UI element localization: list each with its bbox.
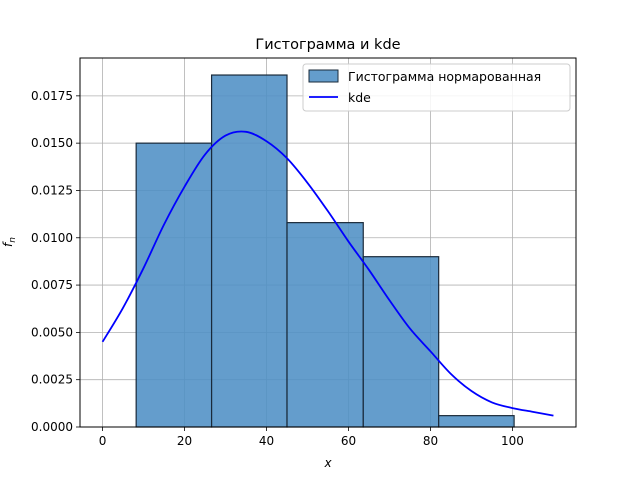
- x-tick-label: 0: [99, 434, 107, 448]
- histogram-bar: [135, 142, 213, 428]
- plot-frame: [79, 57, 577, 428]
- legend-kde-label: kde: [348, 90, 371, 105]
- legend-histogram-swatch: [308, 69, 339, 83]
- y-axis-label-subscript: n: [8, 237, 18, 243]
- histogram-bars: [135, 74, 515, 428]
- x-tick-label: 20: [177, 434, 192, 448]
- x-axis-ticks: 0 20 40 60 80 100: [99, 427, 524, 448]
- y-tick-label: 0.0150: [31, 136, 73, 150]
- y-tick-label: 0.0125: [31, 183, 73, 197]
- x-axis-label: x: [323, 456, 332, 470]
- chart-title: Гистограмма и kde: [255, 37, 400, 53]
- kde-line-group: [101, 130, 554, 417]
- y-axis-label-main: f: [1, 241, 15, 247]
- y-tick-label: 0.0075: [31, 278, 73, 292]
- legend: Гистограмма нормарованная kde: [302, 63, 571, 112]
- y-tick-label: 0.0025: [31, 373, 73, 387]
- y-tick-label: 0.0100: [31, 231, 73, 245]
- histogram-bar: [286, 222, 364, 428]
- kde-line: [101, 130, 554, 417]
- y-tick-label: 0.0000: [31, 420, 73, 434]
- histogram-bar: [210, 74, 288, 428]
- legend-histogram-label: Гистограмма нормарованная: [348, 69, 541, 84]
- x-tick-label: 80: [423, 434, 438, 448]
- legend-box: [302, 63, 571, 112]
- y-axis-label: fn: [1, 237, 18, 247]
- y-tick-label: 0.0175: [31, 89, 73, 103]
- y-axis-ticks: 0.0000 0.0025 0.0050 0.0075 0.0100 0.0125 0.01…: [31, 89, 80, 434]
- histogram-bar: [438, 415, 515, 428]
- histogram-bar: [362, 256, 440, 428]
- x-tick-label: 40: [259, 434, 274, 448]
- x-tick-label: 60: [341, 434, 356, 448]
- x-tick-label: 100: [501, 434, 524, 448]
- y-tick-label: 0.0050: [31, 325, 73, 339]
